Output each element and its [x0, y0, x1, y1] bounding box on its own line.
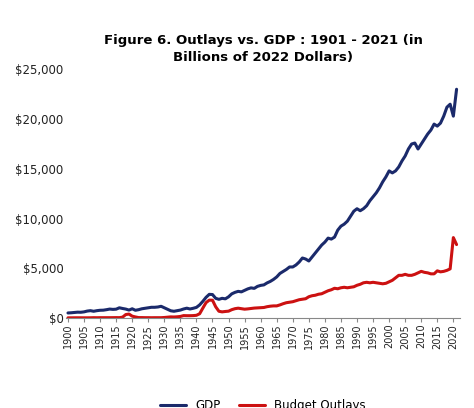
GDP	[155, 304, 161, 309]
GDP	[191, 306, 196, 311]
GDP	[441, 114, 447, 119]
Line: GDP: GDP	[68, 89, 456, 313]
Budget Outlays	[277, 302, 283, 307]
Legend: GDP, Budget Outlays: GDP, Budget Outlays	[155, 395, 371, 408]
Budget Outlays	[425, 271, 430, 275]
Budget Outlays	[191, 313, 196, 318]
GDP	[277, 271, 283, 276]
GDP	[425, 132, 430, 137]
Budget Outlays	[312, 293, 318, 298]
GDP	[454, 87, 459, 92]
Budget Outlays	[65, 315, 71, 320]
Budget Outlays	[155, 315, 161, 320]
GDP	[65, 310, 71, 315]
Line: Budget Outlays: Budget Outlays	[68, 237, 456, 318]
GDP	[312, 251, 318, 255]
Budget Outlays	[450, 235, 456, 240]
Title: Figure 6. Outlays vs. GDP : 1901 - 2021 (in
Billions of 2022 Dollars): Figure 6. Outlays vs. GDP : 1901 - 2021 …	[104, 34, 422, 64]
Budget Outlays	[454, 242, 459, 247]
Budget Outlays	[441, 269, 447, 274]
